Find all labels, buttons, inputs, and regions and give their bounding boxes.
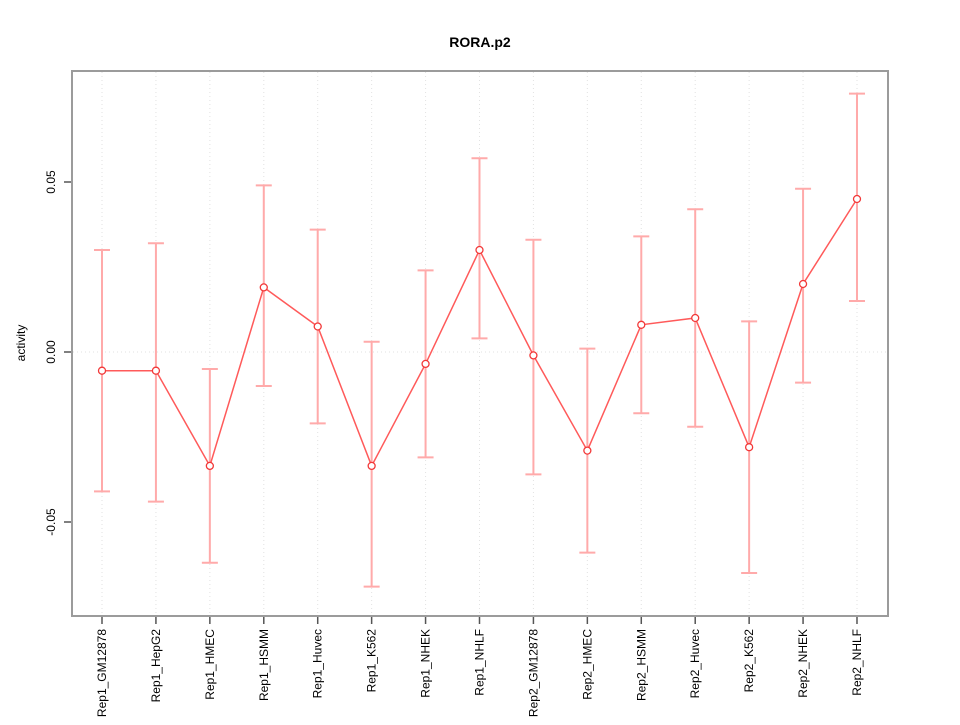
data-point [97,366,107,375]
x-tick-label: Rep2_NHLF [850,629,864,696]
data-point [637,320,646,329]
x-tick-label: Rep1_NHEK [419,629,433,698]
data-point [259,283,268,292]
x-tick-label: Rep1_GM12878 [95,629,109,717]
x-tick-label: Rep2_HMEC [580,629,594,700]
x-tick-label: Rep2_HSMM [634,629,648,701]
y-tick-label: 0.05 [44,170,58,194]
x-tick-label: Rep2_NHEK [796,629,810,698]
data-point [852,194,862,204]
y-tick-label: 0.00 [44,340,58,364]
data-point [475,245,484,255]
plot-area: 0.05 0.00 -0.05 Rep1_GM12878 Rep1_HepG2 Rep1_… [44,70,889,717]
x-tick-label: Rep2_K562 [742,629,756,693]
y-axis-label: activity [14,325,28,362]
x-tick-label: Rep1_NHLF [472,629,486,696]
data-point [744,443,754,452]
data-point [151,366,161,375]
data-point [367,461,376,471]
x-tick-label: Rep1_HMEC [203,629,217,700]
x-tick-label: Rep2_GM12878 [526,629,540,717]
plot-border [71,70,889,617]
data-point [313,322,322,331]
x-tick-label: Rep2_Huvec [688,629,702,698]
data-point [421,359,430,369]
x-tick-label: Rep1_HSMM [257,629,271,701]
data-point [691,313,700,323]
x-tick-label: Rep1_K562 [365,629,379,693]
chart-title: RORA.p2 [449,34,511,50]
x-tick-label: Rep1_Huvec [311,629,325,698]
data-point [798,279,808,289]
data-point [205,461,215,471]
x-tick-label: Rep1_HepG2 [149,629,163,703]
y-tick-label: -0.05 [44,508,58,536]
data-point [529,351,538,360]
data-point [583,446,592,455]
